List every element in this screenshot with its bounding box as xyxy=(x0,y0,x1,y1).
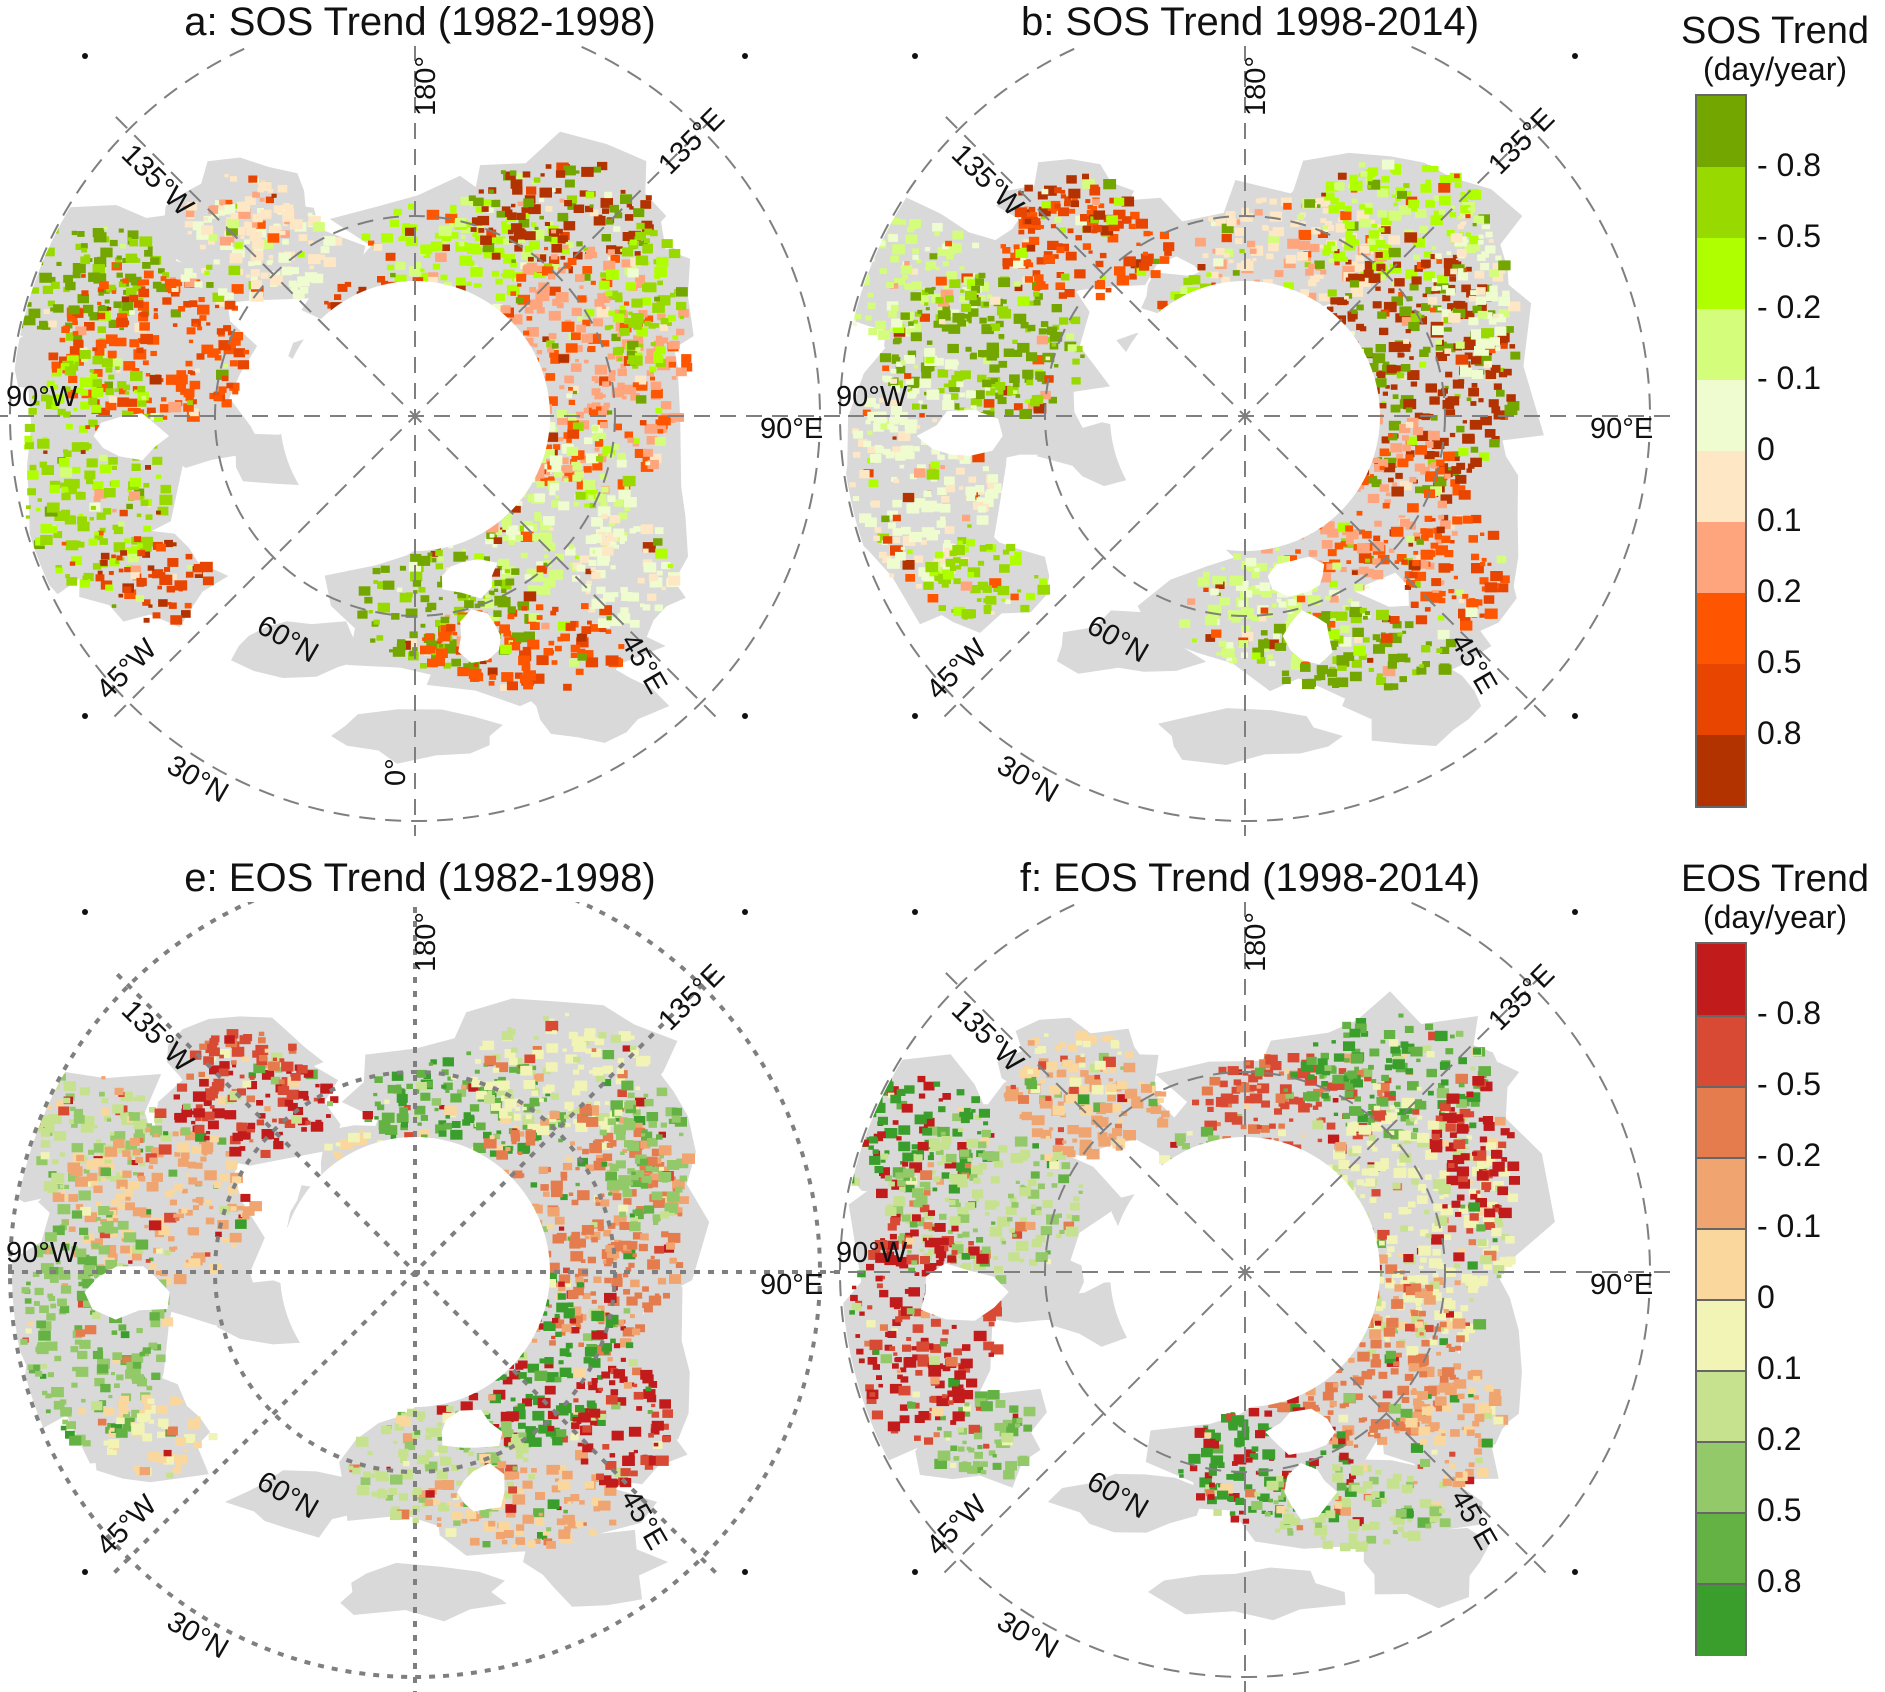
legend-label: - 0.2 xyxy=(1757,289,1821,325)
panel-title: b: SOS Trend 1998-2014) xyxy=(830,0,1670,45)
legend-colorbar xyxy=(1695,942,1747,1656)
legend-label: 0 xyxy=(1757,1279,1775,1315)
legend-swatch xyxy=(1697,1583,1745,1656)
panel-title: a: SOS Trend (1982-1998) xyxy=(0,0,840,45)
legend-label: - 0.5 xyxy=(1757,218,1821,254)
legend-swatch xyxy=(1697,522,1745,593)
legend-swatch xyxy=(1697,1299,1745,1372)
legend-label: 0.1 xyxy=(1757,1350,1801,1386)
label-90w: 90°W xyxy=(6,381,78,413)
legend-label: 0.1 xyxy=(1757,502,1801,538)
legend-swatch xyxy=(1697,238,1745,309)
label-180: 180° xyxy=(1240,56,1272,116)
label-90w: 90°W xyxy=(836,1237,908,1269)
legend-swatch xyxy=(1697,1370,1745,1443)
legend-swatch xyxy=(1697,1086,1745,1159)
legend-swatch xyxy=(1697,167,1745,238)
legend-label: 0.2 xyxy=(1757,1421,1801,1457)
legend-label: 0.8 xyxy=(1757,715,1801,751)
label-90w: 90°W xyxy=(6,1237,78,1269)
legend-label: 0.2 xyxy=(1757,573,1801,609)
legend-title: EOS Trend xyxy=(1675,858,1875,900)
label-180: 180° xyxy=(1240,912,1272,972)
legend-label: 0.5 xyxy=(1757,644,1801,680)
legend-swatch xyxy=(1697,735,1745,806)
legend-swatch xyxy=(1697,309,1745,380)
label-90w: 90°W xyxy=(836,381,908,413)
label-180: 180° xyxy=(410,912,442,972)
legend-swatch xyxy=(1697,1512,1745,1585)
label-90e: 90°E xyxy=(760,1269,823,1301)
legend-swatch xyxy=(1697,451,1745,522)
legend-swatch xyxy=(1697,944,1745,1015)
sos-legend: SOS Trend (day/year) - 0.8 - 0.5 - 0.2 - 0.… xyxy=(1675,10,1875,810)
legend-swatch xyxy=(1697,1157,1745,1230)
panel-title: f: EOS Trend (1998-2014) xyxy=(830,856,1670,901)
legend-label: 0.5 xyxy=(1757,1492,1801,1528)
panel-title: e: EOS Trend (1982-1998) xyxy=(0,856,840,901)
legend-title: SOS Trend xyxy=(1675,10,1875,52)
legend-label: - 0.1 xyxy=(1757,360,1821,396)
legend-label: 0 xyxy=(1757,431,1775,467)
label-0: 0° xyxy=(380,758,412,786)
legend-swatch xyxy=(1697,1228,1745,1301)
legend-label: 0.8 xyxy=(1757,1563,1801,1599)
legend-swatch xyxy=(1697,96,1745,167)
eos-legend: EOS Trend (day/year) - 0.8 - 0.5 - 0.2 - 0.… xyxy=(1675,858,1875,1658)
legend-swatch xyxy=(1697,1441,1745,1514)
label-180: 180° xyxy=(410,56,442,116)
legend-unit: (day/year) xyxy=(1675,52,1875,86)
label-90e: 90°E xyxy=(1590,413,1653,445)
legend-label: - 0.5 xyxy=(1757,1066,1821,1102)
legend-unit: (day/year) xyxy=(1675,900,1875,934)
legend-label: - 0.2 xyxy=(1757,1137,1821,1173)
legend-label: - 0.8 xyxy=(1757,147,1821,183)
label-90e: 90°E xyxy=(1590,1269,1653,1301)
legend-swatch xyxy=(1697,1015,1745,1088)
legend-colorbar xyxy=(1695,94,1747,808)
legend-swatch xyxy=(1697,664,1745,735)
legend-swatch xyxy=(1697,380,1745,451)
legend-label: - 0.8 xyxy=(1757,995,1821,1031)
legend-swatch xyxy=(1697,593,1745,664)
label-90e: 90°E xyxy=(760,413,823,445)
legend-label: - 0.1 xyxy=(1757,1208,1821,1244)
